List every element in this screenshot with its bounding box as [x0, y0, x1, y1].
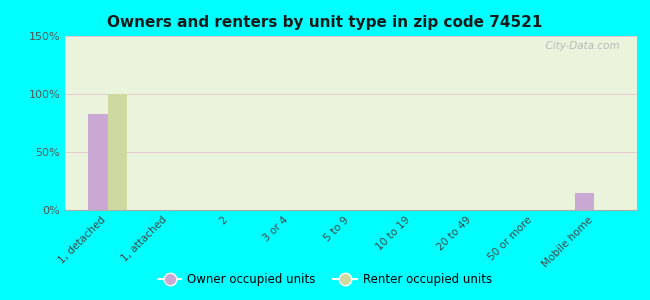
Text: City-Data.com: City-Data.com: [540, 41, 620, 51]
Bar: [575, 193, 594, 210]
Text: Owners and renters by unit type in zip code 74521: Owners and renters by unit type in zip c…: [107, 15, 543, 30]
Legend: Owner occupied units, Renter occupied units: Owner occupied units, Renter occupied un…: [153, 269, 497, 291]
Bar: [108, 94, 127, 210]
Bar: [88, 114, 108, 210]
